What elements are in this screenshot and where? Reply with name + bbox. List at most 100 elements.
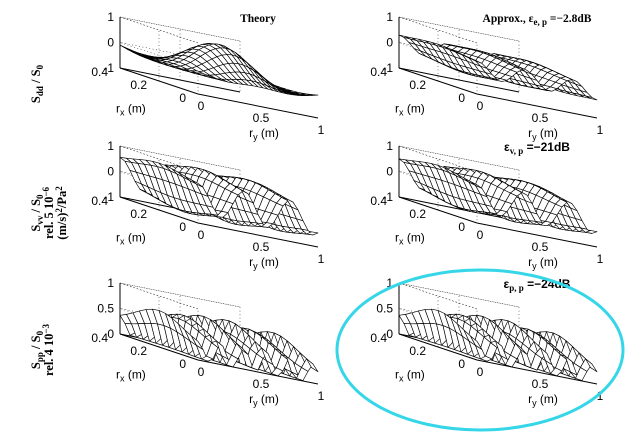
z-tick-label: 0.5: [97, 302, 114, 316]
x-tick-label: 0.2: [409, 344, 426, 358]
y-tick-label: 1: [597, 123, 604, 137]
x-axis-label: rx (m): [116, 367, 146, 383]
x-axis-label: rx (m): [395, 230, 425, 246]
y-tick-label: 0: [198, 99, 205, 113]
z-tick-label: 0: [386, 165, 393, 179]
x-tick-label: 0.2: [409, 78, 426, 92]
y-tick-label: 1: [597, 389, 604, 403]
y-axis-label: ry (m): [249, 255, 279, 271]
x-tick-label: 0.2: [409, 207, 426, 221]
x-tick-label: 0.4: [91, 194, 108, 208]
mesh-cell: [585, 95, 598, 101]
surface-panel-4: 0 0.2 0.4 0 0.5 1 -1 0 1 rx (m) ry (m) εv, p =−21dB: [370, 139, 603, 271]
side-wall-grid: [398, 16, 478, 94]
z-tick-label: 1: [107, 139, 114, 153]
x-axis-label: rx (m): [395, 367, 425, 383]
z-tick-label: 0: [107, 327, 114, 341]
y-tick-label: 0.5: [253, 111, 270, 125]
y-tick-label: 0.5: [532, 111, 549, 125]
front-axes: [119, 196, 319, 248]
panel-title: Approx., εe, p =−2.8dB: [483, 13, 592, 27]
x-tick-label: 0: [458, 357, 465, 371]
front-axes: [119, 67, 319, 119]
ylabel-line-2: rel. 5 10−6: [41, 186, 56, 239]
mesh-cell: [585, 230, 598, 234]
y-tick-label: 0.5: [253, 240, 270, 254]
z-tick-label: 0.5: [376, 302, 393, 316]
y-tick-label: 0: [198, 228, 205, 242]
ylabel-line-1: Svv / S0: [29, 194, 45, 232]
y-tick-label: 0: [198, 365, 205, 379]
ylabel-line-1: Sdd / S0: [29, 64, 45, 103]
y-tick-label: 0: [477, 365, 484, 379]
x-tick-label: 0.2: [130, 207, 147, 221]
ylabel-line-1: Spp / S0: [29, 330, 45, 369]
x-tick-label: 0.2: [130, 78, 147, 92]
y-axis-label: ry (m): [528, 392, 558, 408]
y-tick-label: 0.5: [532, 240, 549, 254]
x-tick-label: 0: [179, 91, 186, 105]
x-axis-label: rx (m): [116, 101, 146, 117]
y-axis-label: ry (m): [249, 126, 279, 142]
surface-panel-2: 0 0.2 0.4 0 0.5 1 -1 0 1 rx (m) ry (m) Approx., εe,…: [370, 10, 603, 142]
mesh-cell: [306, 94, 319, 96]
z-tick-label: 1: [107, 276, 114, 290]
surface-mesh: [398, 34, 598, 101]
z-tick-label: 1: [386, 139, 393, 153]
surface-mesh: [119, 43, 319, 96]
surface-mesh: [398, 308, 598, 381]
front-axes: [398, 67, 598, 119]
front-axes: [398, 333, 598, 385]
y-tick-label: 1: [318, 252, 325, 266]
x-tick-label: 0: [179, 357, 186, 371]
mesh-cell: [306, 231, 319, 236]
x-tick-label: 0.4: [370, 331, 387, 345]
z-tick-label: -1: [382, 61, 393, 75]
mesh-cell: [585, 358, 598, 373]
front-axes: [119, 333, 319, 385]
x-tick-label: 0.2: [130, 344, 147, 358]
surface-mesh: [119, 308, 319, 381]
z-tick-label: 1: [107, 10, 114, 24]
x-tick-label: 0.4: [370, 194, 387, 208]
panel-title: εv, p =−21dB: [504, 140, 570, 156]
surface-panel-1: 0 0.2 0.4 0 0.5 1 -1 0 1 rx (m) ry (m) Theory Sdd / …: [29, 10, 325, 142]
z-tick-label: 0: [386, 327, 393, 341]
surface-mesh: [119, 157, 319, 236]
z-tick-label: 0: [107, 165, 114, 179]
highlight-ellipse: [335, 268, 625, 432]
x-tick-label: 0: [179, 220, 186, 234]
x-tick-label: 0.4: [370, 65, 387, 79]
y-tick-label: 0: [477, 228, 484, 242]
y-tick-label: 0.5: [253, 377, 270, 391]
x-tick-label: 0: [458, 220, 465, 234]
panel-title: εp, p =−24dB: [504, 277, 571, 293]
z-tick-label: 0: [386, 36, 393, 50]
y-tick-label: 0.5: [532, 377, 549, 391]
surface-mesh: [398, 158, 598, 234]
z-tick-label: 1: [386, 10, 393, 24]
z-tick-label: 1: [386, 276, 393, 290]
front-axes: [398, 196, 598, 248]
side-wall-grid: [119, 16, 199, 94]
vertical-axis-label: Sdd / S0: [29, 64, 45, 103]
z-tick-label: -1: [103, 61, 114, 75]
x-axis-label: rx (m): [116, 230, 146, 246]
y-tick-label: 1: [318, 123, 325, 137]
y-axis-label: ry (m): [249, 392, 279, 408]
y-tick-label: 1: [597, 252, 604, 266]
z-tick-label: 0: [107, 36, 114, 50]
z-tick-label: -1: [382, 190, 393, 204]
y-axis-label: ry (m): [528, 126, 558, 142]
x-tick-label: 0: [458, 91, 465, 105]
ylabel-line-3: (m/s)2/Pa2: [54, 186, 69, 240]
y-tick-label: 0: [477, 99, 484, 113]
mesh-cell: [306, 358, 319, 373]
y-tick-label: 1: [318, 389, 325, 403]
surface-panel-3: 0 0.2 0.4 0 0.5 1 -1 0 1 rx (m) ry (m) Svv / S0rel.…: [29, 139, 325, 271]
